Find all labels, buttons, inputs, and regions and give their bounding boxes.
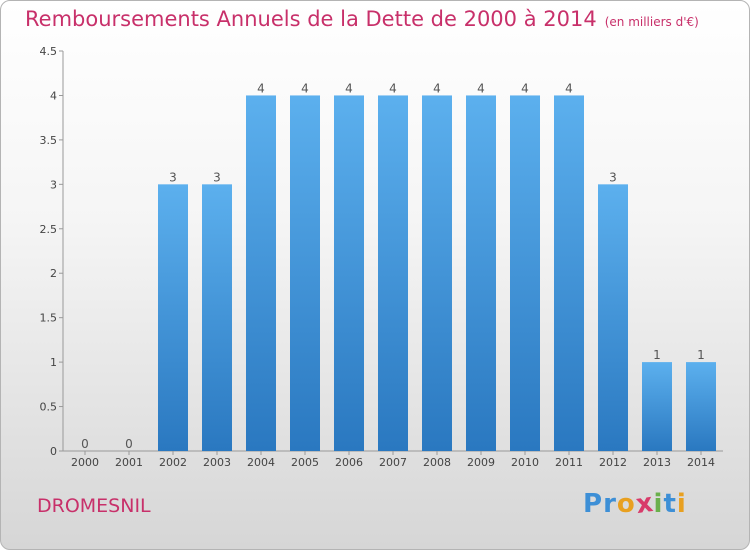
data-label: 4 [433,81,441,95]
y-tick-label: 2.5 [40,223,58,236]
x-tick-label: 2005 [291,456,319,469]
bar [466,95,496,451]
x-tick-label: 2007 [379,456,407,469]
data-label: 4 [301,81,309,95]
data-label: 4 [345,81,353,95]
logo-letter: i [653,489,664,519]
bar [246,95,276,451]
x-tick-label: 2006 [335,456,363,469]
data-label: 3 [609,170,617,184]
bar [158,184,188,452]
bar [642,362,672,451]
x-tick-label: 2012 [599,456,627,469]
data-label: 4 [477,81,485,95]
bar [422,95,452,451]
x-tick-label: 2009 [467,456,495,469]
axes: 0 0.5 1 1.5 2 2.5 3 3.5 4 4.5 2000 2001 2002 2003 2004… [40,45,723,469]
bar [598,184,628,452]
y-tick-label: 0 [50,445,57,458]
bar [202,184,232,452]
data-label: 1 [697,348,705,362]
x-tick-label: 2004 [247,456,275,469]
x-tick-label: 2011 [555,456,583,469]
y-tick-label: 1 [50,356,57,369]
chart-subtitle: (en milliers d'€) [604,15,699,29]
y-tick-label: 4 [50,89,57,102]
y-tick-label: 4.5 [40,45,58,58]
x-tick-label: 2000 [71,456,99,469]
data-label: 0 [81,437,89,451]
bar [334,95,364,451]
bar [378,95,408,451]
data-label: 3 [169,170,177,184]
y-tick-label: 3.5 [40,134,58,147]
x-tick-label: 2008 [423,456,451,469]
data-label: 4 [389,81,397,95]
bars [158,95,716,452]
data-label: 4 [521,81,529,95]
logo-letter: t [663,489,677,519]
data-label: 4 [565,81,573,95]
bar [686,362,716,451]
bar [510,95,540,451]
logo-letter: r [603,489,617,519]
logo-letter: i [676,489,687,519]
x-tick-label: 2010 [511,456,539,469]
data-label: 1 [653,348,661,362]
data-label: 3 [213,170,221,184]
data-labels: 0 0 3 3 4 4 4 4 4 4 4 4 3 1 1 [81,81,705,451]
x-tick-label: 2003 [203,456,231,469]
logo-letter: P [583,489,604,519]
y-tick-label: 3 [50,178,57,191]
data-label: 4 [257,81,265,95]
chart-title: Remboursements Annuels de la Dette de 20… [25,7,699,31]
y-tick-label: 0.5 [40,401,58,414]
data-label: 0 [125,437,133,451]
x-tick-label: 2013 [643,456,671,469]
commune-name: DROMESNIL [37,495,151,517]
logo-letter: x [633,487,656,521]
x-tick-label: 2002 [159,456,187,469]
bar [290,95,320,451]
y-tick-label: 2 [50,267,57,280]
proxiti-logo: Proxiti [583,487,687,521]
logo-letter: o [616,489,636,519]
bar [554,95,584,451]
y-tick-label: 1.5 [40,312,58,325]
x-tick-label: 2001 [115,456,143,469]
x-tick-label: 2014 [687,456,715,469]
